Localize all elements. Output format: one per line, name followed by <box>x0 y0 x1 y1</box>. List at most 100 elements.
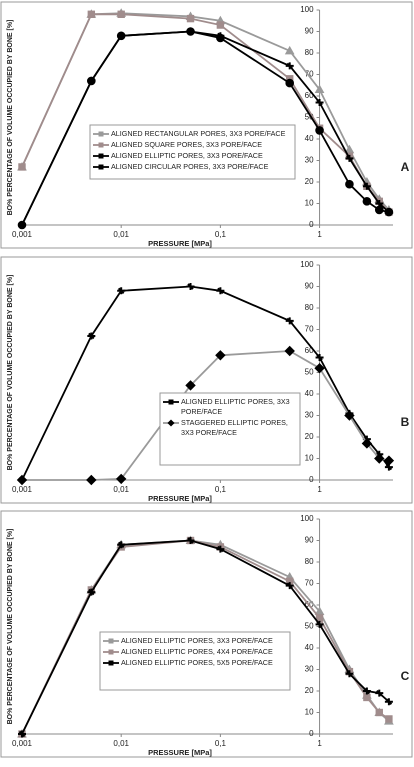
legend-label: ALIGNED SQUARE PORES, 3X3 PORE/FACE <box>111 140 262 149</box>
marker <box>87 332 96 340</box>
marker <box>315 126 324 135</box>
x-axis-title: PRESSURE [MPa] <box>148 239 212 248</box>
legend-list: ALIGNED ELLIPTIC PORES, 3X3 PORE/FACE ALI… <box>103 636 287 668</box>
legend-box <box>159 392 301 466</box>
marker <box>285 317 294 325</box>
marker <box>314 362 325 374</box>
panel-label: B <box>401 415 410 429</box>
marker <box>315 620 324 628</box>
legend-swatch <box>103 649 119 655</box>
x-tick-label: 1 <box>317 230 322 239</box>
marker <box>116 31 126 41</box>
marker <box>385 715 393 723</box>
y-tick-label: 0 <box>309 475 314 484</box>
marker <box>117 10 125 19</box>
marker <box>345 670 354 678</box>
legend-swatch <box>163 419 179 427</box>
marker <box>362 197 372 206</box>
marker <box>285 582 294 590</box>
y-tick-label: 80 <box>305 48 314 57</box>
legend-entry: ALIGNED SQUARE PORES, 3X3 PORE/FACE <box>93 140 292 150</box>
marker <box>315 353 324 361</box>
y-tick-label: 30 <box>305 411 314 420</box>
marker <box>215 350 226 361</box>
y-tick-label: 30 <box>305 156 314 165</box>
x-tick-label: 0,001 <box>12 739 33 748</box>
legend-label: ALIGNED RECTANGULAR PORES, 3X3 PORE/FACE <box>111 129 286 138</box>
y-tick-label: 0 <box>309 729 314 738</box>
y-tick-label: 40 <box>305 643 314 652</box>
marker <box>384 698 393 706</box>
y-tick-label: 100 <box>300 260 314 269</box>
legend-swatch <box>93 164 109 170</box>
y-tick-label: 50 <box>305 368 314 377</box>
y-tick-label: 90 <box>305 27 314 36</box>
marker <box>216 287 225 295</box>
marker <box>345 154 354 162</box>
y-tick-label: 80 <box>305 557 314 566</box>
legend-entry: ALIGNED CIRCULAR PORES, 3X3 PORE/FACE <box>93 162 292 172</box>
legend-entry: ALIGNED ELLIPTIC PORES, 5X5 PORE/FACE <box>103 658 287 668</box>
marker <box>284 345 295 357</box>
y-tick-label: 50 <box>305 113 314 122</box>
legend-marker <box>98 142 104 148</box>
legend-box <box>89 124 296 180</box>
legend: ALIGNED ELLIPTIC PORES, 3X3 PORE/FACE ALI… <box>103 636 287 668</box>
legend-marker <box>108 649 114 655</box>
legend-entry: ALIGNED RECTANGULAR PORES, 3X3 PORE/FACE <box>93 129 292 139</box>
marker <box>284 45 295 55</box>
x-tick-label: 1 <box>317 739 322 748</box>
x-tick-label: 1 <box>317 485 322 494</box>
y-axis-title: BO% PERCENTAGE OF VOLUME OCCUPIED BY BON… <box>7 20 14 216</box>
legend-entry: ALIGNED ELLIPTIC PORES, 4X4 PORE/FACE <box>103 647 287 657</box>
legend-marker <box>167 419 175 427</box>
marker <box>345 179 354 189</box>
y-tick-label: 90 <box>305 536 314 545</box>
panel-frame <box>0 510 413 758</box>
legend-swatch <box>103 638 119 644</box>
marker <box>383 455 395 466</box>
marker <box>87 588 96 596</box>
legend-list: ALIGNED RECTANGULAR PORES, 3X3 PORE/FACE… <box>93 129 292 172</box>
marker <box>185 380 196 391</box>
x-tick-label: 0,01 <box>113 485 129 494</box>
y-axis-title: BO% PERCENTAGE OF VOLUME OCCUPIED BY BON… <box>7 529 14 725</box>
legend-marker <box>98 164 104 170</box>
marker <box>117 287 126 295</box>
y-tick-label: 30 <box>305 665 314 674</box>
legend-swatch <box>93 131 109 137</box>
x-tick-label: 0,01 <box>113 230 129 239</box>
legend-label: ALIGNED ELLIPTIC PORES, 3X3 PORE/FACE <box>121 636 273 645</box>
marker <box>285 78 295 88</box>
legend-swatch <box>163 399 179 405</box>
y-tick-label: 100 <box>300 5 314 14</box>
panel: 0 10 20 30 40 50 60 70 80 90 100 0,001 0,01 0,1 1 PRESS… <box>0 1 413 249</box>
marker <box>362 687 371 695</box>
marker <box>18 163 26 171</box>
legend-label: ALIGNED ELLIPTIC PORES, 3X3 PORE/FACE <box>181 397 290 416</box>
legend-entry: ALIGNED ELLIPTIC PORES, 3X3 PORE/FACE <box>93 151 292 161</box>
y-tick-label: 60 <box>305 91 314 100</box>
y-tick-label: 70 <box>305 579 314 588</box>
panel-frame <box>0 1 413 249</box>
x-tick-label: 0,01 <box>113 739 129 748</box>
y-tick-label: 60 <box>305 346 314 355</box>
x-tick-label: 0,1 <box>215 230 227 239</box>
marker <box>216 33 225 43</box>
legend-swatch <box>93 153 109 159</box>
x-tick-label: 0,001 <box>12 485 33 494</box>
legend-entry: ALIGNED ELLIPTIC PORES, 3X3 PORE/FACE <box>163 397 297 417</box>
y-tick-label: 10 <box>305 199 314 208</box>
marker <box>18 730 26 738</box>
y-tick-label: 50 <box>305 622 314 631</box>
series-line <box>21 13 390 213</box>
marker <box>17 220 27 230</box>
marker <box>87 10 96 19</box>
legend-marker <box>108 638 114 644</box>
legend-marker <box>168 399 174 405</box>
x-tick-label: 0,1 <box>215 739 227 748</box>
legend-marker <box>108 660 114 666</box>
marker <box>216 545 225 553</box>
marker <box>285 62 294 70</box>
